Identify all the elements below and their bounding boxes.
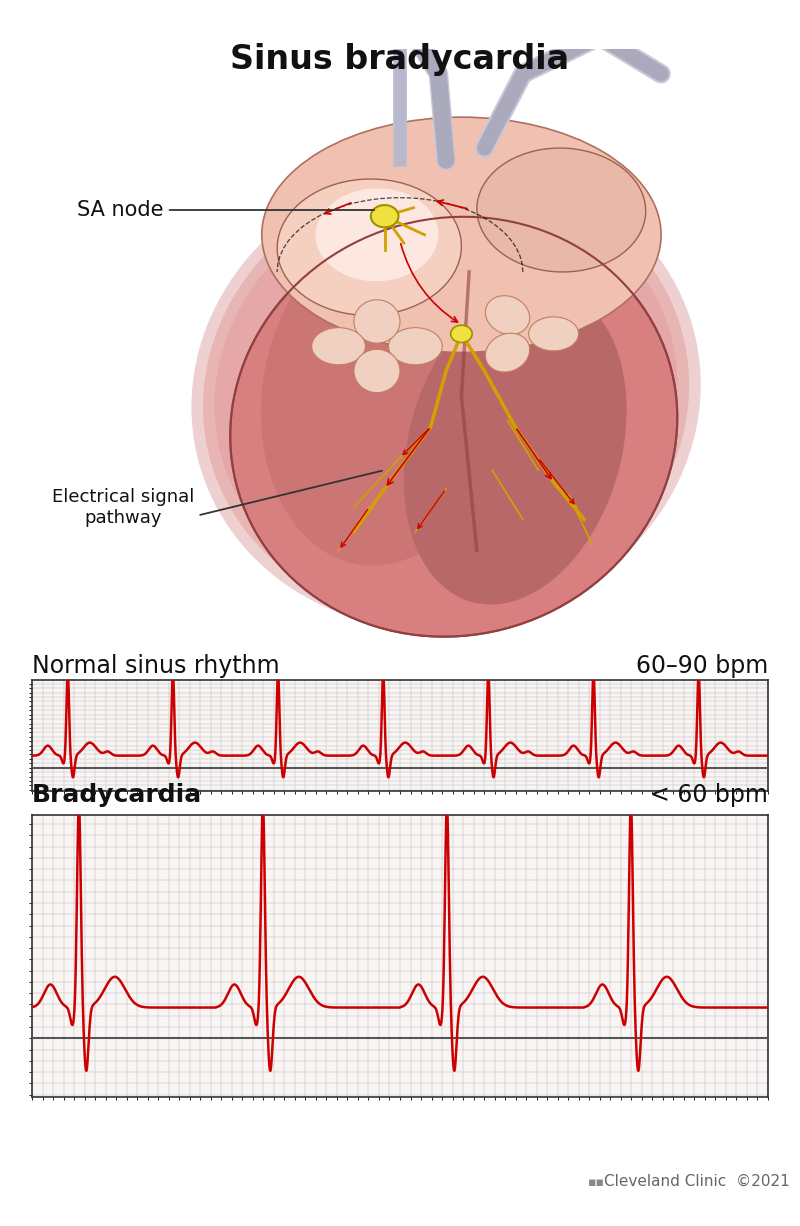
Circle shape [450,325,472,342]
Text: Normal sinus rhythm: Normal sinus rhythm [32,653,280,678]
Text: Bradycardia: Bradycardia [32,782,202,807]
Ellipse shape [354,349,400,392]
Ellipse shape [389,327,442,365]
Text: Electrical signal
pathway: Electrical signal pathway [52,471,382,527]
Ellipse shape [529,316,578,351]
Ellipse shape [261,226,509,565]
Ellipse shape [486,295,530,335]
Text: Sinus bradycardia: Sinus bradycardia [230,43,570,76]
Text: ▪▪: ▪▪ [588,1176,605,1189]
Text: 60–90 bpm: 60–90 bpm [636,653,768,678]
Ellipse shape [312,327,366,365]
Ellipse shape [230,217,678,636]
Ellipse shape [191,162,701,630]
Ellipse shape [354,300,400,343]
Text: Cleveland Clinic  ©2021: Cleveland Clinic ©2021 [604,1175,790,1189]
Ellipse shape [277,179,462,315]
Ellipse shape [315,189,438,281]
Ellipse shape [203,173,689,619]
Ellipse shape [404,286,626,604]
Text: < 60 bpm: < 60 bpm [650,782,768,807]
Ellipse shape [486,333,530,371]
Ellipse shape [477,148,646,272]
Circle shape [371,205,398,227]
Text: SA node: SA node [78,200,374,219]
Ellipse shape [214,183,678,608]
Ellipse shape [262,118,661,352]
